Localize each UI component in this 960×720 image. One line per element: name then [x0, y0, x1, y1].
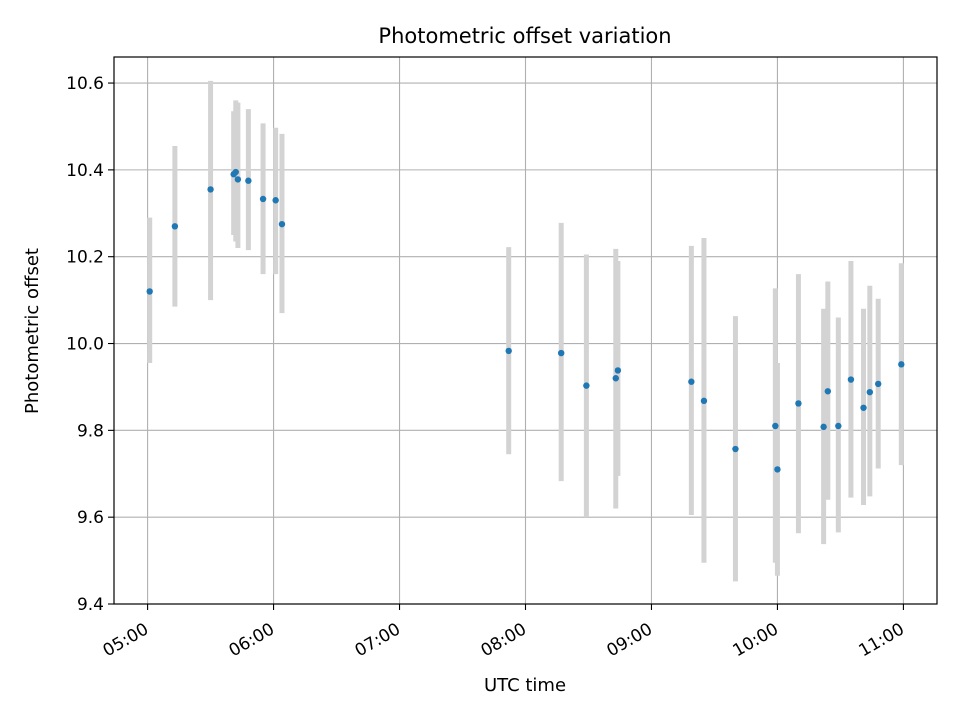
- data-point: [898, 361, 905, 368]
- y-tick-label: 10.6: [66, 74, 104, 94]
- data-point: [774, 466, 781, 473]
- data-point: [272, 197, 279, 204]
- data-point: [866, 388, 874, 396]
- y-tick-label: 10.4: [66, 161, 104, 181]
- data-point: [875, 380, 882, 388]
- data-point: [278, 220, 286, 228]
- y-tick-label: 9.6: [77, 508, 104, 528]
- data-point: [207, 186, 214, 193]
- data-point: [245, 177, 252, 184]
- data-point: [860, 404, 867, 411]
- data-point: [505, 347, 512, 355]
- data-point: [583, 382, 590, 389]
- y-tick-label: 9.4: [77, 595, 104, 615]
- x-axis-title: UTC time: [484, 675, 566, 696]
- data-point: [772, 422, 779, 430]
- data-point: [232, 168, 239, 176]
- data-point: [614, 367, 622, 374]
- data-point: [732, 445, 739, 453]
- data-point: [612, 375, 619, 382]
- data-points: [146, 168, 905, 473]
- data-point: [171, 223, 179, 230]
- y-tick-label: 10.0: [66, 335, 104, 355]
- data-point: [259, 195, 267, 203]
- data-point: [820, 423, 827, 431]
- data-point: [824, 388, 832, 395]
- data-point: [557, 349, 565, 357]
- y-tick-label: 10.2: [66, 248, 104, 268]
- y-axis-title: Photometric offset: [22, 248, 43, 414]
- data-point: [234, 176, 242, 183]
- y-tick-label: 9.8: [77, 421, 104, 441]
- data-point: [688, 378, 695, 385]
- chart-title: Photometric offset variation: [378, 24, 671, 48]
- data-point: [847, 376, 855, 383]
- data-point: [700, 397, 708, 405]
- data-point: [795, 400, 802, 407]
- data-point: [835, 422, 842, 430]
- data-point: [146, 288, 153, 295]
